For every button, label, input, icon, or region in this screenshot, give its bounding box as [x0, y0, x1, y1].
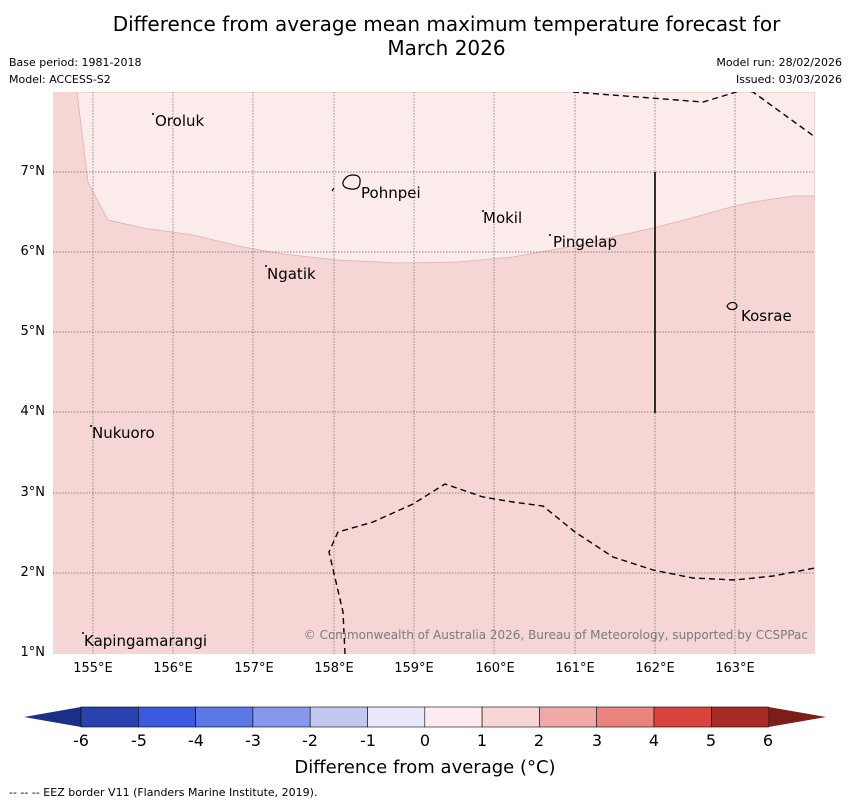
colorbar-tick: 3: [591, 731, 603, 750]
colorbar-tick: 0: [419, 731, 431, 750]
mokil-dot: [482, 210, 484, 212]
colorbar-segment: [138, 706, 196, 728]
eez-borders: [328, 92, 815, 654]
lat-tick-4n: 4°N: [20, 404, 46, 419]
island-dots: [82, 113, 551, 634]
model-name: Model: ACCESS-S2: [9, 73, 111, 86]
colorbar-segment: [80, 706, 139, 728]
colorbar-segment: [424, 706, 483, 728]
meta-right: Model run: 28/02/2026 Issued: 03/03/2026: [716, 54, 842, 88]
place-label-oroluk: Oroluk: [155, 112, 205, 130]
lat-tick-6n: 6°N: [20, 244, 46, 259]
meta-left: Base period: 1981-2018 Model: ACCESS-S2: [9, 54, 141, 88]
lon-tick-155e: 155°E: [73, 661, 113, 676]
lon-tick-162e: 162°E: [635, 661, 675, 676]
kapingamarangi-dot: [82, 632, 84, 634]
place-label-kosrae: Kosrae: [741, 307, 792, 325]
colorbar: [24, 706, 826, 728]
place-label-nukuoro: Nukuoro: [92, 424, 155, 442]
colorbar-under-arrow: [24, 707, 81, 727]
colorbar-segment: [309, 706, 368, 728]
title-line-2: March 2026: [387, 36, 506, 60]
colorbar-tick: -5: [131, 731, 147, 750]
anomaly-0-1-region: [76, 92, 815, 264]
kosrae-island-icon: [726, 301, 738, 311]
model-run: Model run: 28/02/2026: [716, 56, 842, 69]
colorbar-segment: [481, 706, 540, 728]
place-label-pingelap: Pingelap: [553, 233, 618, 251]
colorbar-segment: [539, 706, 598, 728]
colorbar-over-arrow: [768, 707, 826, 727]
pingelap-dot: [549, 234, 551, 236]
place-label-kapingamarangi: Kapingamarangi: [84, 632, 208, 650]
lat-tick-2n: 2°N: [20, 565, 46, 580]
lon-tick-157e: 157°E: [234, 661, 274, 676]
colorbar-tick: -3: [245, 731, 261, 750]
base-period: Base period: 1981-2018: [9, 56, 142, 69]
lon-tick-160e: 160°E: [475, 661, 515, 676]
eez-border-south: [328, 483, 815, 654]
colorbar-title: Difference from average (°C): [294, 757, 556, 778]
lat-tick-7n: 7°N: [20, 164, 46, 179]
colorbar-segment: [653, 706, 712, 728]
title-line-1: Difference from average mean maximum tem…: [112, 12, 781, 36]
colorbar-tick: 1: [476, 731, 488, 750]
map-panel: [53, 92, 815, 654]
colorbar-segment: [367, 706, 426, 728]
colorbar-tick: 4: [648, 731, 660, 750]
colorbar-segment: [252, 706, 311, 728]
place-label-pohnpei: Pohnpei: [361, 184, 421, 202]
colorbar-tick: 5: [705, 731, 717, 750]
nukuoro-dot: [90, 425, 92, 427]
issued-date: Issued: 03/03/2026: [735, 73, 842, 86]
lat-tick-3n: 3°N: [20, 485, 46, 500]
colorbar-tick: 6: [762, 731, 774, 750]
lon-tick-161e: 161°E: [555, 661, 595, 676]
colorbar-tick: -4: [188, 731, 204, 750]
copyright-notice: © Commonwealth of Australia 2026, Bureau…: [303, 628, 808, 642]
lon-tick-158e: 158°E: [314, 661, 354, 676]
eez-footnote: -- -- -- EEZ border V11 (Flanders Marine…: [9, 786, 318, 799]
pohnpei-island-icon: [342, 174, 361, 190]
island-outlines: [331, 174, 738, 311]
lon-tick-163e: 163°E: [715, 661, 755, 676]
lon-tick-156e: 156°E: [153, 661, 193, 676]
colorbar-tick: 2: [533, 731, 545, 750]
colorbar-segment: [710, 706, 769, 728]
place-label-mokil: Mokil: [483, 209, 523, 227]
ngatik-dot: [265, 265, 267, 267]
lat-tick-5n: 5°N: [20, 324, 46, 339]
place-label-ngatik: Ngatik: [267, 265, 316, 283]
colorbar-tick: -6: [73, 731, 89, 750]
colorbar-tick: -1: [360, 731, 376, 750]
colorbar-tick: -2: [302, 731, 318, 750]
oroluk-dot: [152, 113, 154, 115]
lon-tick-159e: 159°E: [394, 661, 434, 676]
colorbar-segment: [195, 706, 254, 728]
lat-tick-1n: 1°N: [20, 645, 46, 660]
ant-atoll-mark: [331, 187, 335, 192]
colorbar-segment: [596, 706, 655, 728]
chart-title: Difference from average mean maximum tem…: [0, 12, 850, 60]
